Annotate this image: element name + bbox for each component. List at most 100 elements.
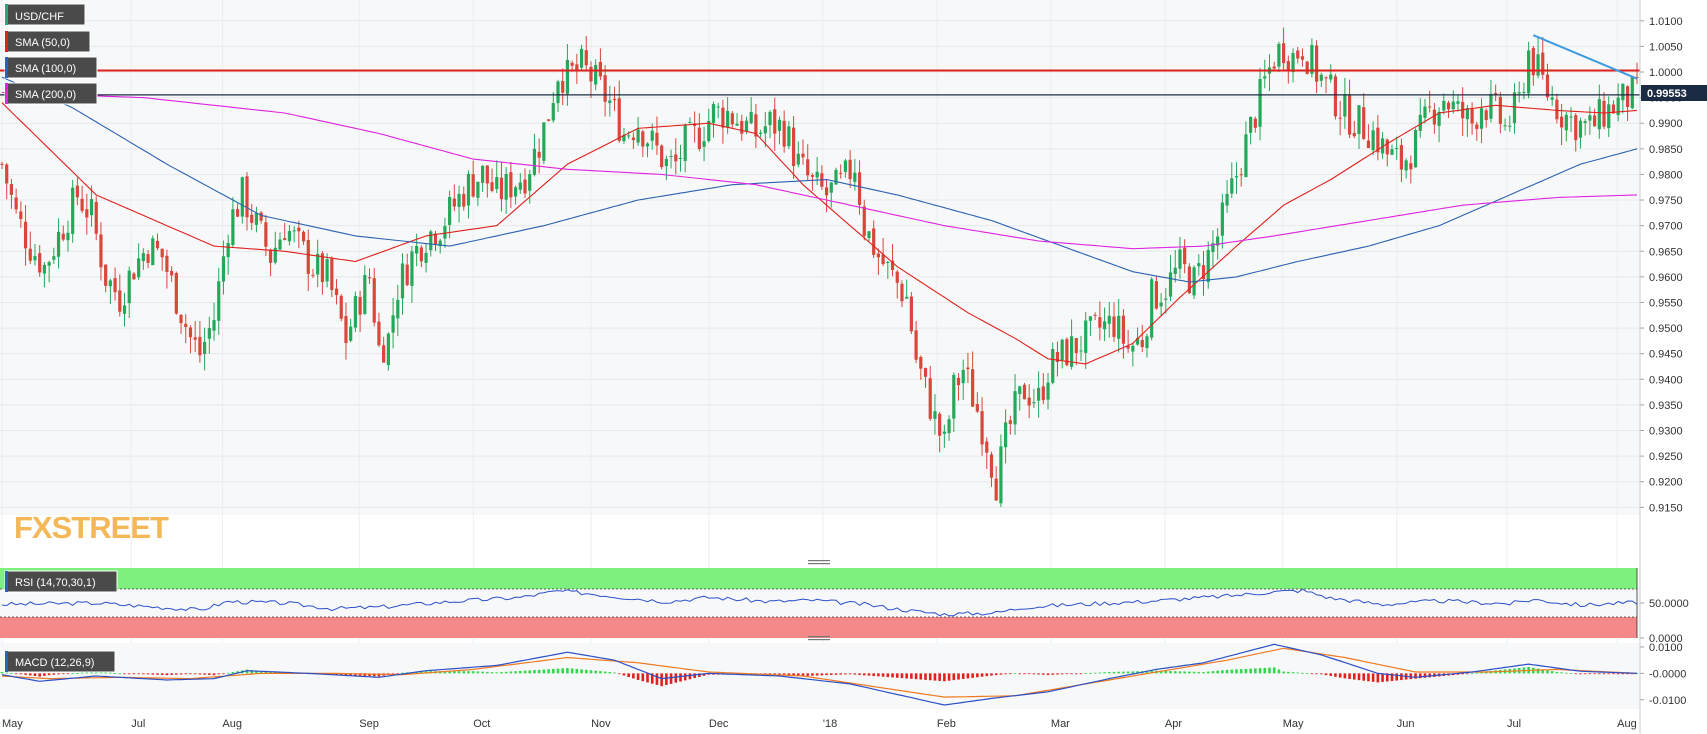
candle-up (1508, 125, 1512, 127)
macd-histogram-bar (679, 673, 682, 682)
macd-panel-bg (0, 643, 1640, 709)
candle-down (419, 247, 423, 262)
macd-histogram-bar (815, 673, 819, 676)
macd-histogram-bar (33, 673, 37, 676)
macd-histogram-bar (80, 672, 84, 674)
candle-down (806, 159, 810, 176)
candle-down (198, 336, 202, 356)
candle-down (104, 264, 108, 286)
macd-histogram-bar (104, 672, 107, 674)
trendline[interactable] (1532, 34, 1638, 80)
candle-up (1621, 83, 1625, 101)
macd-histogram-bar (1089, 672, 1092, 674)
rsi-panel[interactable]: 50.0000 0.0000 (0, 568, 1689, 645)
candle-down (14, 197, 18, 210)
macd-histogram-bar (613, 672, 616, 674)
candle-down (570, 62, 574, 66)
candle-up (137, 258, 141, 278)
candle-up (1216, 236, 1220, 246)
macd-histogram-bar (57, 673, 60, 675)
candle-up (410, 251, 414, 286)
candle-down (1352, 132, 1356, 137)
macd-histogram-bar (1032, 673, 1036, 675)
candle-up (481, 165, 485, 183)
macd-panel[interactable]: 0.0100 -0.0000 -0.0100 (0, 642, 1687, 707)
candle-down (1494, 93, 1498, 95)
macd-histogram-bar (561, 668, 565, 674)
macd-histogram-bar (490, 672, 494, 674)
candle-up (1357, 105, 1361, 134)
candle-down (872, 228, 876, 255)
macd-histogram-bar (368, 673, 371, 677)
candle-up (1536, 54, 1540, 76)
macd-histogram-bar (396, 673, 400, 675)
candle-up (749, 111, 753, 124)
macd-histogram-bar (1385, 673, 1389, 682)
candle-up (678, 157, 683, 159)
macd-histogram-bar (1352, 673, 1356, 680)
macd-histogram-bar (193, 673, 197, 675)
macd-histogram-bar (650, 673, 654, 684)
macd-histogram-bar (811, 673, 814, 676)
candle-down (1531, 48, 1535, 76)
candle-up (1451, 101, 1455, 110)
macd-histogram-bar (1334, 673, 1337, 677)
macd-histogram-bar (787, 673, 791, 676)
candle-down (452, 198, 456, 207)
candle-up (42, 264, 47, 274)
macd-histogram-bar (693, 673, 696, 679)
macd-histogram-bar (1159, 670, 1163, 674)
macd-histogram-bar (1324, 673, 1328, 676)
candle-down (1065, 339, 1069, 366)
candle-down (985, 441, 989, 453)
candle-up (1088, 316, 1093, 321)
macd-histogram-bar (1367, 673, 1370, 682)
macd-histogram-bar (660, 673, 663, 687)
candle-up (212, 320, 216, 331)
candle-up (1046, 382, 1050, 400)
candle-down (1055, 351, 1060, 362)
candle-up (52, 256, 56, 260)
candle-down (179, 314, 183, 324)
rsi-label: RSI (14,70,30,1) (15, 577, 96, 589)
macd-histogram-bar (768, 673, 772, 675)
macd-histogram-bar (966, 673, 970, 679)
candle-up (1423, 106, 1427, 118)
macd-histogram-bar (1254, 668, 1257, 674)
macd-histogram-bar (1414, 673, 1417, 679)
macd-histogram-bar (1164, 670, 1168, 674)
macd-histogram-bar (1173, 671, 1177, 674)
candle-down (1635, 77, 1639, 79)
macd-histogram-bar (1390, 673, 1394, 682)
macd-histogram-bar (698, 673, 701, 677)
macd-histogram-bar (914, 673, 918, 680)
macd-histogram-bar (1268, 667, 1271, 674)
candle-up (1291, 53, 1295, 73)
candle-up (1277, 43, 1281, 67)
candle-down (655, 132, 659, 146)
macd-histogram-bar (1546, 670, 1549, 674)
candles[interactable] (0, 27, 1639, 507)
candle-up (1211, 243, 1215, 252)
macd-histogram-bar (1183, 671, 1186, 674)
candle-down (1296, 50, 1300, 59)
candle-up (579, 48, 584, 68)
price-tick-label: 0.9650 (1649, 246, 1683, 258)
macd-histogram-bar (1126, 671, 1130, 674)
macd-histogram-bar (61, 673, 65, 675)
candle-up (1319, 74, 1323, 81)
candle-down (909, 296, 913, 332)
macd-histogram-bar (1084, 673, 1088, 674)
candle-down (250, 214, 254, 223)
candle-down (1074, 338, 1078, 353)
macd-histogram-bar (895, 673, 899, 678)
candle-up (1145, 336, 1149, 349)
candle-up (669, 156, 673, 158)
macd-histogram-bar (905, 673, 908, 679)
time-axis: May Jul Aug Sep Oct Nov Dec '18 Feb Mar Apr May Jun J… (2, 718, 1637, 730)
macd-histogram-bar (1131, 671, 1135, 674)
pane-divider-2[interactable] (808, 636, 830, 641)
candle-down (499, 177, 504, 200)
pane-divider-1[interactable] (808, 560, 830, 565)
